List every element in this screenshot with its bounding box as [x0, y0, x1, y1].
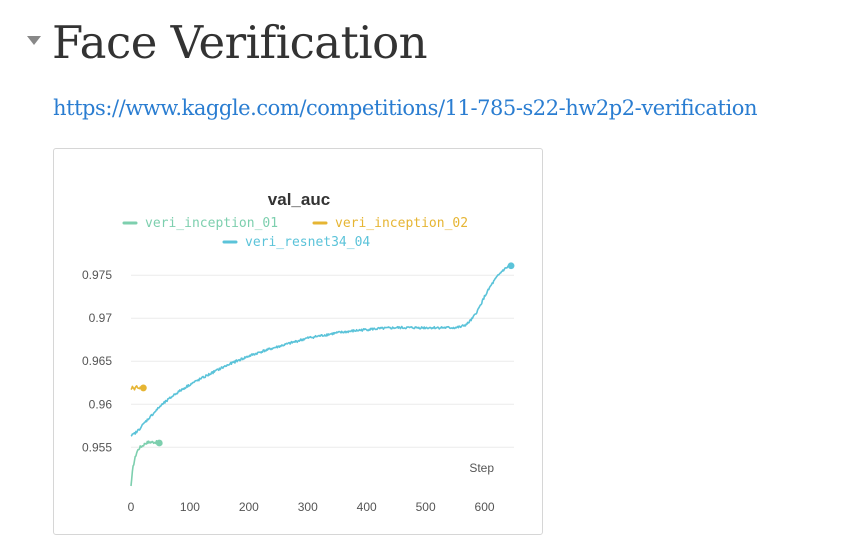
page-title: Face Verification — [52, 16, 428, 69]
y-tick-label: 0.96 — [89, 397, 113, 411]
y-tick-label: 0.965 — [82, 354, 112, 368]
x-axis: 0 100 200 300 400 500 600 — [128, 500, 495, 514]
y-tick-label: 0.97 — [89, 311, 113, 325]
series-lines — [130, 262, 515, 487]
kaggle-competition-link[interactable]: https://www.kaggle.com/competitions/11-7… — [53, 96, 758, 120]
legend-item: veri_inception_01 — [122, 216, 278, 231]
legend-item: veri_inception_02 — [312, 216, 468, 231]
collapse-toggle-icon[interactable] — [27, 36, 41, 45]
y-tick-label: 0.955 — [82, 440, 112, 454]
legend-label: veri_inception_01 — [145, 216, 278, 231]
chart-legend: veri_inception_01 veri_inception_02 veri_r… — [122, 216, 468, 250]
series-end-point — [507, 262, 515, 270]
x-tick-label: 0 — [128, 500, 135, 514]
series-line — [130, 264, 511, 437]
series-end-point — [139, 384, 147, 392]
val-auc-line-chart: val_auc veri_inception_01 veri_inception_… — [82, 190, 515, 514]
legend-label: veri_resnet34_04 — [245, 235, 370, 250]
y-axis: 0.955 0.96 0.965 0.97 0.975 — [82, 268, 112, 454]
x-axis-label: Step — [469, 461, 494, 475]
chart-panel: val_auc veri_inception_01 veri_inception_… — [53, 148, 543, 535]
series-end-point — [155, 439, 163, 447]
x-tick-label: 300 — [298, 500, 318, 514]
chart-grid — [131, 274, 514, 448]
x-tick-label: 100 — [180, 500, 200, 514]
chart-title: val_auc — [268, 190, 330, 209]
y-tick-label: 0.975 — [82, 268, 112, 282]
x-tick-label: 400 — [357, 500, 377, 514]
x-tick-label: 600 — [475, 500, 495, 514]
legend-label: veri_inception_02 — [335, 216, 468, 231]
x-tick-label: 500 — [416, 500, 436, 514]
x-tick-label: 200 — [239, 500, 259, 514]
series-line — [130, 439, 160, 487]
legend-item: veri_resnet34_04 — [222, 235, 370, 250]
